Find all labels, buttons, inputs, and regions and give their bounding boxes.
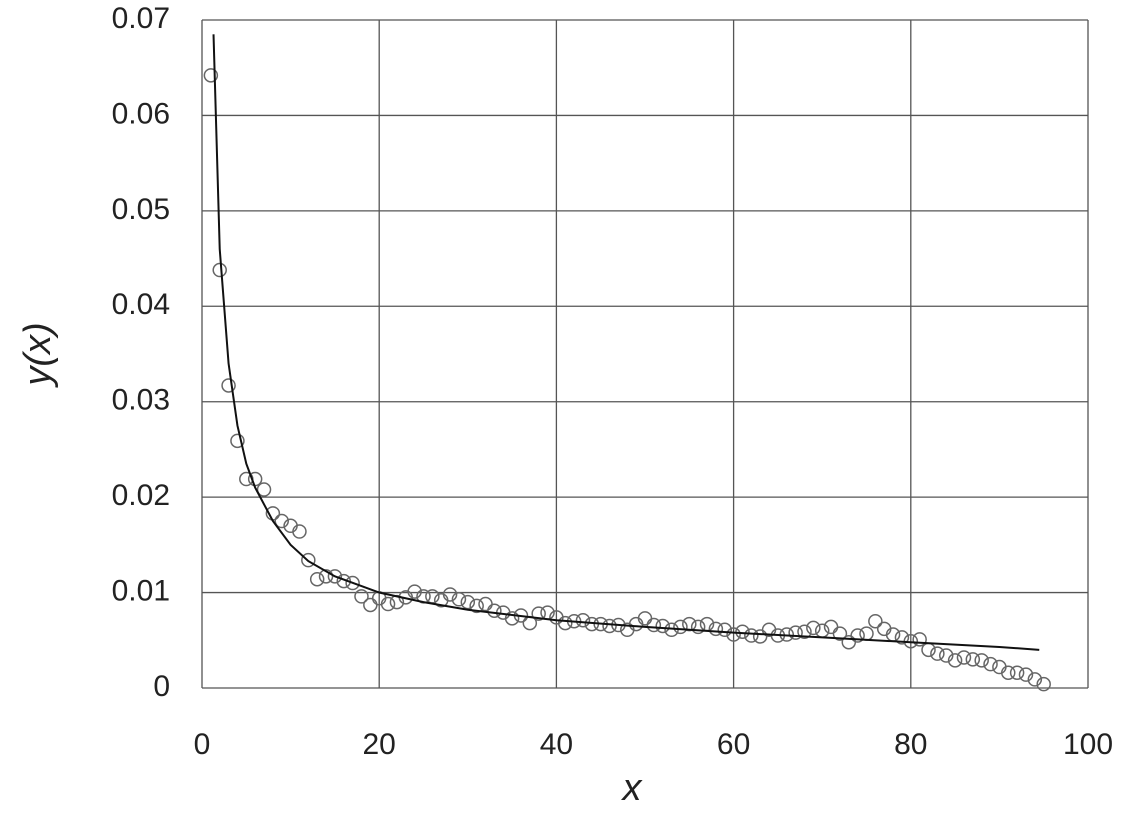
x-tick-label: 60 — [717, 728, 750, 761]
data-point — [717, 622, 732, 638]
data-point — [797, 624, 812, 639]
data-point — [274, 513, 289, 529]
data-point — [832, 626, 848, 641]
data-point — [938, 648, 954, 663]
data-point — [708, 621, 724, 637]
data-point — [1036, 676, 1051, 692]
data-point — [1001, 665, 1016, 680]
y-tick-label: 0.06 — [112, 97, 170, 130]
x-tick-label: 100 — [1063, 728, 1113, 761]
data-point — [487, 603, 502, 618]
data-point — [788, 625, 803, 640]
fit-line — [212, 34, 1040, 651]
data-point — [345, 575, 360, 591]
x-axis-label: x — [621, 767, 644, 809]
data-point — [478, 596, 493, 612]
x-tick-label: 20 — [363, 728, 396, 761]
data-point — [947, 653, 963, 668]
data-point — [451, 592, 467, 607]
data-point — [983, 656, 998, 672]
data-point — [806, 620, 821, 636]
data-point — [655, 618, 670, 634]
y-tick-label: 0.05 — [112, 193, 170, 226]
y-tick-label: 0.07 — [112, 2, 170, 35]
data-point — [868, 613, 883, 629]
data-point — [1009, 665, 1025, 680]
data-point — [894, 630, 910, 645]
x-tick-label: 0 — [194, 728, 211, 761]
data-point — [850, 628, 865, 643]
data-point — [646, 617, 662, 633]
data-point — [965, 652, 981, 667]
data-point — [558, 615, 573, 631]
data-point — [752, 629, 768, 644]
data-point — [504, 611, 520, 626]
data-point — [974, 653, 989, 668]
data-point — [726, 627, 741, 642]
data-point — [363, 597, 378, 613]
y-tick-label: 0.01 — [112, 574, 170, 607]
data-point — [327, 569, 343, 584]
data-point — [673, 619, 688, 635]
data-point — [460, 594, 476, 610]
data-point — [442, 587, 458, 602]
data-point — [203, 68, 219, 83]
y-tick-label: 0.02 — [112, 479, 170, 512]
data-point — [1027, 672, 1043, 687]
data-point — [859, 626, 874, 641]
data-point — [602, 618, 617, 634]
data-point — [407, 584, 422, 599]
data-point — [690, 619, 706, 635]
data-point — [354, 589, 369, 604]
data-point — [744, 628, 759, 643]
y-tick-label: 0 — [153, 670, 170, 703]
x-tick-label: 40 — [540, 728, 573, 761]
data-point — [469, 598, 484, 614]
x-tick-label: 80 — [894, 728, 927, 761]
data-point — [735, 624, 750, 639]
y-tick-label: 0.03 — [112, 384, 170, 417]
data-point — [212, 262, 227, 278]
y-axis-label: y(x) — [17, 322, 59, 388]
y-tick-label: 0.04 — [112, 288, 170, 321]
data-point — [912, 632, 927, 647]
data-point — [318, 569, 334, 584]
data-point — [309, 571, 325, 587]
data-point — [930, 646, 945, 661]
data-point — [256, 482, 272, 497]
data-point — [221, 378, 236, 393]
data-point — [292, 524, 307, 539]
data-point — [575, 612, 591, 628]
data-point — [531, 606, 546, 621]
data-point — [380, 596, 396, 612]
data-point — [301, 552, 316, 568]
data-point — [230, 433, 245, 449]
data-point — [1018, 667, 1034, 682]
data-point — [956, 650, 972, 665]
